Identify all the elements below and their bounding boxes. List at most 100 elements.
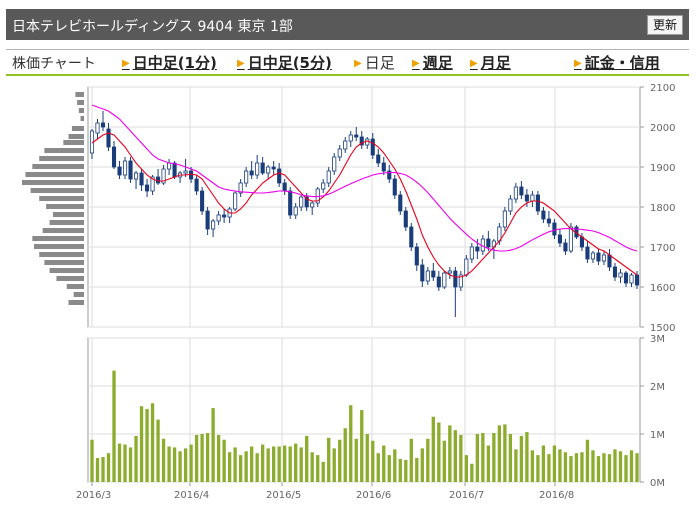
candle-body	[458, 274, 463, 288]
volume-bar	[354, 438, 358, 482]
moving-average-line	[91, 104, 638, 252]
candle-body	[216, 214, 221, 222]
x-tick-label: 2016/4	[174, 490, 209, 501]
tab-monthly[interactable]: ▶ 月足	[470, 52, 511, 73]
candle-body	[337, 148, 342, 158]
refresh-button[interactable]: 更新	[646, 15, 683, 35]
price-tick-label: 1900	[650, 163, 675, 174]
volume-profile-bar	[30, 188, 84, 193]
volume-bar	[464, 455, 468, 482]
volume-bar	[277, 446, 281, 482]
candle-body	[425, 270, 430, 282]
candle-body	[249, 170, 254, 176]
price-tick-label: 1700	[650, 243, 675, 254]
volume-bar	[178, 451, 182, 482]
chart-section-label: 株価チャート	[12, 56, 96, 72]
volume-profile-bar	[68, 134, 84, 139]
volume-bar	[211, 408, 215, 482]
volume-bar	[321, 461, 325, 482]
candle-body	[634, 274, 640, 286]
volume-bar	[552, 445, 557, 482]
candle-body	[387, 170, 392, 180]
candle-body	[211, 220, 216, 230]
volume-bar	[371, 440, 375, 482]
volume-bar	[272, 446, 276, 482]
candle-body	[167, 162, 172, 170]
candle-body	[255, 162, 260, 176]
volume-profile-bar	[68, 300, 84, 305]
volume-profile-bar	[34, 244, 84, 249]
candle-body	[183, 170, 188, 174]
tab-label: 週足	[422, 54, 453, 72]
price-tick-label: 1500	[650, 323, 675, 334]
candle-body	[172, 162, 177, 178]
volume-profile-bar	[71, 126, 84, 131]
volume-bar	[563, 452, 568, 482]
arrow-right-icon: ▶	[412, 58, 420, 69]
volume-bar	[420, 448, 424, 482]
candle-body	[133, 172, 139, 180]
volume-bar	[591, 450, 595, 482]
volume-bar	[244, 451, 248, 482]
volume-bar	[343, 428, 347, 482]
volume-bar	[200, 434, 204, 482]
candle-body	[370, 138, 375, 156]
volume-bar	[172, 447, 177, 482]
volume-profile-bar	[44, 148, 84, 153]
volume-bar	[167, 446, 171, 482]
volume-bar	[431, 416, 435, 482]
candle-body	[398, 194, 403, 212]
tab-margin-credit[interactable]: ▶ 証金・信用	[574, 52, 660, 73]
volume-bar	[596, 456, 601, 482]
volume-bar	[349, 405, 353, 482]
candle-body	[431, 270, 436, 278]
candle-body	[343, 140, 348, 150]
candle-body	[222, 214, 227, 218]
volume-profile-bar	[78, 108, 84, 113]
volume-profile-bar	[39, 196, 84, 201]
candle-body	[238, 182, 243, 194]
volume-bar	[95, 458, 100, 482]
candle-body	[508, 198, 513, 212]
tab-daily[interactable]: ▶ 日足	[354, 52, 395, 73]
tab-intraday-5min[interactable]: ▶ 日中足(5分)	[237, 52, 332, 73]
volume-bar	[299, 447, 303, 482]
candle-body	[106, 128, 111, 148]
volume-profile-bar	[73, 292, 84, 297]
volume-plot-frame	[87, 337, 641, 483]
candle-body	[376, 154, 381, 164]
volume-tick-label: 2M	[650, 382, 665, 393]
volume-tick-label: 0M	[650, 478, 665, 489]
volume-bar	[514, 449, 518, 482]
volume-bar	[288, 446, 292, 482]
candle-body	[244, 170, 249, 184]
page-title: 日本テレビホールディングス 9404 東京 1部	[12, 19, 293, 35]
candle-body	[513, 186, 518, 200]
candle-body	[596, 252, 601, 262]
volume-profile-bar	[46, 204, 84, 209]
candle-body	[585, 246, 590, 260]
candle-body	[326, 170, 331, 184]
volume-profile-bar	[42, 228, 84, 233]
volume-bar	[283, 445, 287, 482]
volume-profile-bar	[80, 116, 84, 121]
volume-bar	[618, 451, 623, 482]
x-tick-label: 2016/7	[449, 490, 484, 501]
tab-intraday-1min[interactable]: ▶ 日中足(1分)	[122, 52, 217, 73]
candle-body	[194, 178, 199, 192]
volume-bar	[294, 443, 298, 482]
volume-bar	[536, 455, 540, 482]
candle-body	[150, 176, 155, 192]
volume-bar	[128, 447, 133, 482]
volume-bar	[189, 444, 193, 482]
candle-body	[502, 210, 507, 228]
volume-bar	[629, 450, 634, 482]
candle-body	[530, 194, 535, 202]
volume-bar	[101, 457, 105, 482]
candle-body	[293, 206, 298, 216]
arrow-right-icon: ▶	[237, 58, 245, 69]
volume-bar	[415, 458, 419, 482]
price-tick-label: 2000	[650, 123, 675, 134]
volume-bar	[238, 455, 243, 482]
tab-weekly[interactable]: ▶ 週足	[412, 52, 453, 73]
